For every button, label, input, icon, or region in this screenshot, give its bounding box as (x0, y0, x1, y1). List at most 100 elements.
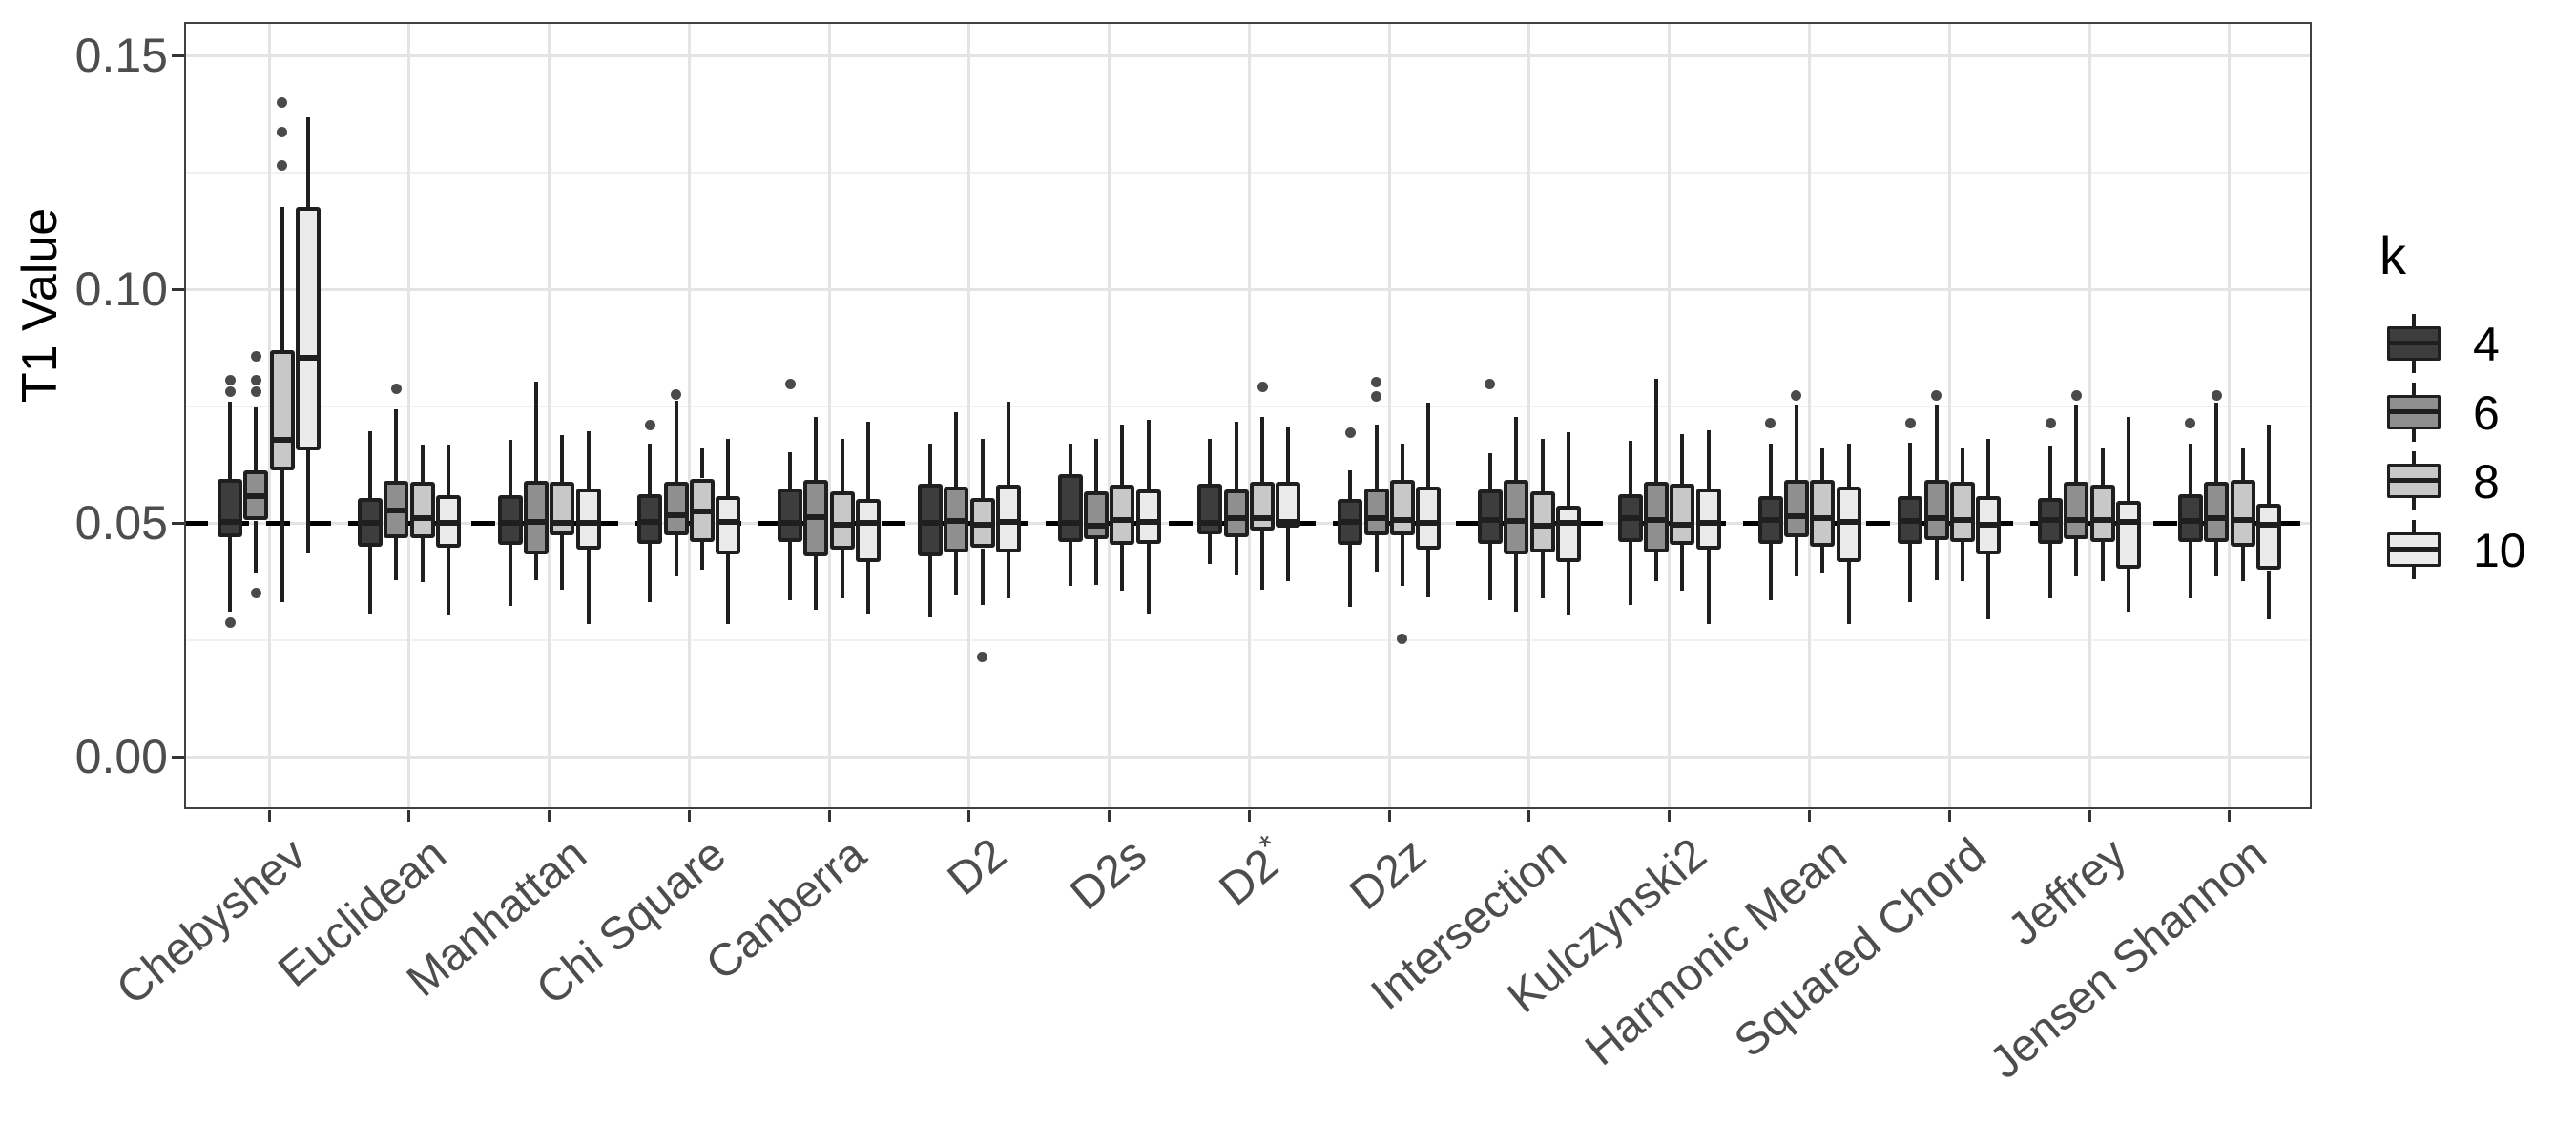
boxplot-median (1836, 518, 1861, 525)
x-axis-tick (1387, 810, 1391, 822)
boxplot-median (2064, 516, 2089, 523)
outlier-dot (277, 96, 288, 108)
y-axis-tick (172, 287, 184, 291)
boxplot-whisker-upper (1820, 447, 1825, 481)
x-axis-tick (2228, 810, 2232, 822)
boxplot-whisker-upper (1068, 444, 1072, 474)
boxplot-whisker-upper (1846, 444, 1851, 487)
outlier-dot (1397, 633, 1408, 644)
outlier-dot (250, 386, 261, 398)
boxplot-whisker-lower (446, 548, 450, 615)
boxplot-median (1416, 520, 1442, 526)
boxplot-box (1783, 480, 1809, 537)
boxplot-whisker-lower (1286, 527, 1291, 582)
boxplot-whisker-upper (1146, 420, 1151, 490)
boxplot-whisker-lower (1654, 552, 1658, 582)
gridline-vertical (1668, 22, 1672, 809)
legend-key-boxplot (2366, 448, 2441, 514)
boxplot-box (1250, 481, 1276, 531)
boxplot-whisker-lower (1960, 542, 1964, 582)
boxplot-whisker-lower (2188, 542, 2192, 599)
boxplot-whisker-upper (1654, 379, 1658, 482)
legend-key-median (2387, 547, 2441, 552)
boxplot-box (1555, 505, 1581, 563)
boxplot-median (995, 518, 1021, 525)
boxplot-whisker-lower (840, 549, 844, 599)
gridline-vertical (1247, 22, 1251, 809)
outlier-dot (1371, 377, 1381, 387)
boxplot-box (1810, 480, 1836, 547)
boxplot-whisker-lower (533, 553, 538, 581)
boxplot-whisker-upper (1400, 444, 1404, 481)
boxplot-whisker-lower (814, 555, 819, 611)
boxplot-whisker-lower (1706, 549, 1711, 624)
boxplot-box (2255, 504, 2281, 571)
boxplot-whisker-lower (2266, 570, 2271, 619)
gridline-vertical (407, 22, 411, 809)
legend-key-boxplot (2366, 379, 2441, 446)
boxplot-median (409, 515, 435, 522)
x-axis-tick (967, 810, 971, 822)
boxplot-whisker-upper (1960, 447, 1964, 482)
boxplot-median (778, 520, 803, 526)
boxplot-box (1057, 473, 1083, 543)
boxplot-median (716, 518, 741, 525)
outlier-dot (784, 379, 796, 389)
boxplot-median (2204, 515, 2230, 522)
boxplot-median (663, 511, 689, 518)
boxplot-whisker-lower (1400, 535, 1404, 587)
legend-key-median (2387, 409, 2441, 414)
boxplot-whisker-upper (954, 411, 959, 487)
x-axis-tick (1247, 810, 1251, 822)
x-axis-tick (827, 810, 831, 822)
x-tick-label: Squared Chord (1725, 828, 1996, 1068)
outlier-dot (2211, 390, 2222, 402)
boxplot-median (2116, 518, 2141, 525)
boxplot-whisker-lower (1146, 543, 1151, 614)
boxplot-whisker-upper (1794, 405, 1798, 481)
x-axis-tick (1947, 810, 1951, 822)
boxplot-whisker-upper (1093, 439, 1098, 491)
boxplot-whisker-lower (788, 542, 793, 601)
outlier-dot (224, 375, 236, 386)
boxplot-whisker-upper (508, 440, 512, 495)
boxplot-whisker-upper (1540, 439, 1545, 491)
boxplot-median (1197, 520, 1223, 526)
outlier-dot (1344, 427, 1356, 438)
outlier-dot (2045, 418, 2056, 429)
boxplot-whisker-upper (1487, 453, 1492, 490)
gridline-vertical (548, 22, 551, 809)
boxplot-median (1135, 518, 1161, 525)
boxplot-whisker-upper (1374, 425, 1379, 489)
boxplot-whisker-lower (2214, 542, 2219, 577)
y-tick-label: 0.05 (74, 496, 168, 550)
boxplot-whisker-lower (866, 562, 871, 614)
boxplot-whisker-upper (1566, 432, 1570, 506)
boxplot-whisker-upper (1768, 444, 1773, 497)
boxplot-whisker-lower (2048, 543, 2052, 599)
boxplot-whisker-upper (1706, 429, 1711, 489)
legend-entry-label: 10 (2473, 524, 2526, 577)
y-axis-tick (172, 53, 184, 57)
x-tick-label: D2 (938, 828, 1016, 906)
boxplot-box (1695, 488, 1721, 550)
outlier-dot (671, 388, 682, 400)
boxplot-median (2230, 516, 2255, 523)
outlier-dot (1791, 390, 1802, 402)
boxplot-median (1477, 516, 1503, 523)
boxplot-box (829, 490, 855, 550)
boxplot-median (1923, 515, 1949, 522)
gridline-vertical (2088, 22, 2091, 809)
boxplot-whisker-lower (980, 548, 985, 606)
outlier-dot (277, 127, 288, 138)
boxplot-whisker-lower (254, 520, 259, 573)
boxplot-box (269, 349, 295, 471)
boxplot-whisker-upper (367, 430, 372, 499)
boxplot-median (1810, 515, 1836, 522)
boxplot-whisker-lower (927, 555, 932, 618)
boxplot-box (218, 479, 242, 537)
boxplot-median (2089, 516, 2115, 523)
boxplot-whisker-lower (1514, 554, 1519, 612)
boxplot-whisker-upper (1348, 470, 1353, 499)
